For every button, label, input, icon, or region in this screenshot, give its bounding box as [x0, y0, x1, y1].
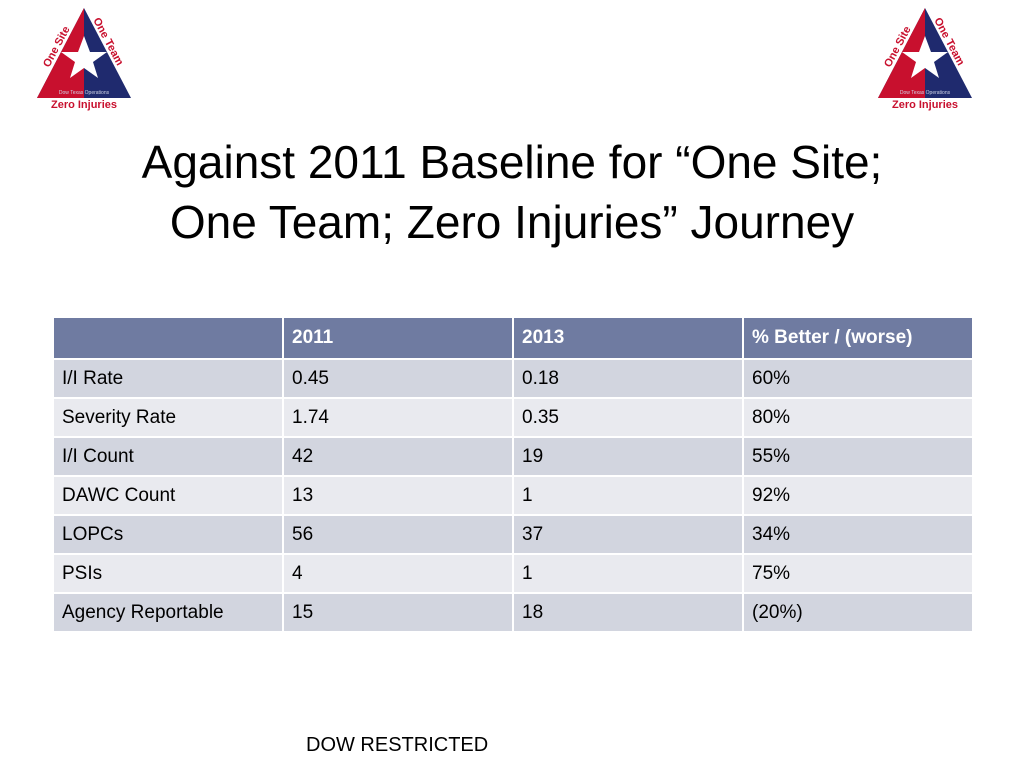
cell-2011: 56: [282, 514, 514, 555]
slide-title-line-1: Against 2011 Baseline for “One Site;: [141, 136, 883, 188]
cell-2011: 13: [282, 475, 514, 516]
logo-zero-injuries-text: Zero Injuries: [51, 99, 117, 111]
classification-footer: DOW RESTRICTED: [306, 734, 489, 756]
cell-metric: PSIs: [52, 553, 284, 594]
cell-metric: Agency Reportable: [52, 592, 284, 633]
table-header-row: 2011 2013 % Better / (worse): [52, 316, 974, 360]
cell-percent: 80%: [742, 397, 974, 438]
cell-percent: 92%: [742, 475, 974, 516]
cell-metric: Severity Rate: [52, 397, 284, 438]
cell-2013: 1: [512, 475, 744, 516]
cell-2011: 0.45: [282, 358, 514, 399]
logo-dto-text: Dow Texas Operations: [59, 90, 110, 96]
header-metric: [52, 316, 284, 360]
cell-2013: 37: [512, 514, 744, 555]
table-row: Agency Reportable 15 18 (20%): [52, 592, 974, 633]
header-percent-better: % Better / (worse): [742, 316, 974, 360]
table-row: I/I Rate 0.45 0.18 60%: [52, 358, 974, 399]
one-site-logo-right: One Site One Team Dow Texas Operations Z…: [876, 6, 974, 114]
cell-2013: 0.35: [512, 397, 744, 438]
cell-2011: 4: [282, 553, 514, 594]
cell-metric: I/I Count: [52, 436, 284, 477]
cell-2013: 0.18: [512, 358, 744, 399]
triangle-star-logo-icon: One Site One Team Dow Texas Operations Z…: [37, 8, 131, 111]
cell-percent: 75%: [742, 553, 974, 594]
logo-dto-text: Dow Texas Operations: [900, 90, 951, 96]
slide-title: Against 2011 Baseline for “One Site; One…: [40, 132, 984, 252]
cell-2011: 15: [282, 592, 514, 633]
header-2011: 2011: [282, 316, 514, 360]
table-row: LOPCs 56 37 34%: [52, 514, 974, 555]
cell-percent: 60%: [742, 358, 974, 399]
triangle-star-logo-icon: One Site One Team Dow Texas Operations Z…: [878, 8, 972, 111]
one-site-logo-left: One Site One Team Dow Texas Operations Z…: [35, 6, 133, 114]
cell-2013: 19: [512, 436, 744, 477]
cell-metric: LOPCs: [52, 514, 284, 555]
logo-zero-injuries-text: Zero Injuries: [892, 99, 958, 111]
cell-percent: (20%): [742, 592, 974, 633]
cell-percent: 55%: [742, 436, 974, 477]
cell-metric: DAWC Count: [52, 475, 284, 516]
table-row: I/I Count 42 19 55%: [52, 436, 974, 477]
header-2013: 2013: [512, 316, 744, 360]
slide-title-line-2: One Team; Zero Injuries” Journey: [169, 196, 855, 248]
cell-percent: 34%: [742, 514, 974, 555]
table-row: Severity Rate 1.74 0.35 80%: [52, 397, 974, 438]
table-row: PSIs 4 1 75%: [52, 553, 974, 594]
table-row: DAWC Count 13 1 92%: [52, 475, 974, 516]
cell-2011: 42: [282, 436, 514, 477]
cell-metric: I/I Rate: [52, 358, 284, 399]
cell-2013: 18: [512, 592, 744, 633]
cell-2013: 1: [512, 553, 744, 594]
baseline-comparison-table: 2011 2013 % Better / (worse) I/I Rate 0.…: [52, 316, 974, 633]
cell-2011: 1.74: [282, 397, 514, 438]
